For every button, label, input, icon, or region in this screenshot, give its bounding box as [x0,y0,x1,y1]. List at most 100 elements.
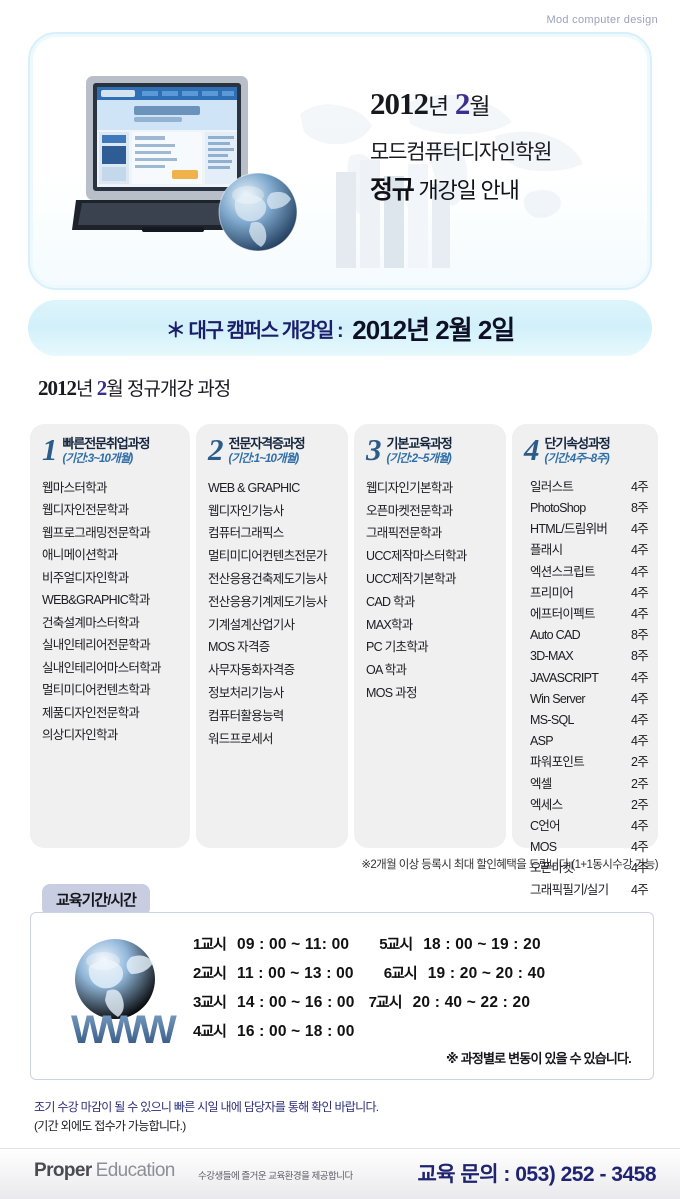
column-header: 2 전문자격증과정 (기간:1~10개월) [208,432,338,467]
list-item[interactable]: UCC제작마스터학과 [366,549,467,564]
list-item[interactable]: 웹프로그래밍전문학과 [42,525,151,540]
list-item[interactable]: OA 학과 [366,663,407,678]
list-item[interactable]: Auto CAD 8주 [524,625,649,646]
course-column-2: 2 전문자격증과정 (기간:1~10개월) WEB & GRAPHIC 웹디자인… [196,424,348,848]
list-item[interactable]: 오픈마켓 4주 [524,858,649,879]
campus-banner-label: ＊ 대구 캠퍼스 개강일 : [165,319,344,342]
list-item[interactable]: 기계설계산업기사 [208,617,295,632]
edu-row: 4교시 16 : 00 ~ 18 : 00 [193,1020,545,1041]
list-item[interactable]: HTML/드림위버 4주 [524,519,649,540]
course-name: HTML/드림위버 [530,522,608,537]
list-item[interactable]: 실내인테리어마스터학과 [42,660,162,675]
column-number: 2 [208,432,224,467]
course-weeks: 4주 [630,840,649,855]
period-label: 5교시 [379,936,413,953]
list-item[interactable]: 일러스트 4주 [524,477,649,498]
period-time: 14 : 00 ~ 16 : 00 [237,994,355,1011]
list-item[interactable]: CAD 학과 [366,594,415,609]
period-time: 20 : 40 ~ 22 : 20 [412,994,531,1011]
list-item[interactable]: 그래픽필기/실기 4주 [524,880,649,901]
list-item[interactable]: 의상디자인학과 [42,728,118,743]
list-item[interactable]: 멀티미디어컨텐츠학과 [42,683,151,698]
list-item[interactable]: 비주얼디자인학과 [42,570,129,585]
edu-row: 1교시 09 : 00 ~ 11: 00 5교시 18 : 00 ~ 19 : 20 [193,933,545,954]
list-item[interactable]: PC 기초학과 [366,640,429,655]
list-item[interactable]: JAVASCRIPT 4주 [524,668,649,689]
column-period: (기간:3~10개월) [62,452,134,465]
list-item[interactable]: 웹디자인기본학과 [366,480,453,495]
column-period: (기간:1~10개월) [228,452,300,465]
edu-period-rows: 1교시 09 : 00 ~ 11: 00 5교시 18 : 00 ~ 19 : 20… [193,933,545,1049]
footer-notice-line2: (기간 외에도 접수가 가능합니다.) [34,1119,186,1133]
list-item[interactable]: 워드프로세서 [208,731,274,746]
column-title: 기본교육과정 [386,436,453,451]
course-weeks: 4주 [630,691,649,706]
course-name: 3D-MAX [530,649,574,664]
list-item[interactable]: 컴퓨터그래픽스 [208,526,284,541]
course-weeks: 4주 [630,564,649,579]
course-weeks: 8주 [630,500,649,515]
list-item[interactable]: WEB & GRAPHIC [208,480,300,495]
course-name: 프리미어 [530,585,574,600]
list-item[interactable]: ASP 4주 [524,731,649,752]
list-item[interactable]: 전산응용기계제도기능사 [208,594,328,609]
course-column-3: 3 기본교육과정 (기간:2~5개월) 웹디자인기본학과 오픈마켓전문학과 그래… [354,424,506,848]
list-item[interactable]: 파워포인트 2주 [524,752,649,773]
edu-period-note: ※ 과정별로 변동이 있을 수 있습니다. [446,1051,632,1066]
list-item[interactable]: MOS 자격증 [208,640,270,655]
list-item[interactable]: Win Server 4주 [524,689,649,710]
list-item[interactable]: 멀티미디어컨텐츠전문가 [208,549,328,564]
list-item[interactable]: 사무자동화자격증 [208,663,295,678]
course-name: 에프터이펙트 [530,606,596,621]
contact-telephone[interactable]: 교육 문의 : 053) 252 - 3458 [417,1163,656,1186]
period-time: 09 : 00 ~ 11: 00 [237,936,350,953]
brand-line: Mod computer design [546,14,658,26]
list-item[interactable]: MOS 4주 [524,837,649,858]
course-weeks: 2주 [630,755,649,770]
period-time: 11 : 00 ~ 13 : 00 [237,965,354,982]
list-item[interactable]: 프리미어 4주 [524,583,649,604]
list-item[interactable]: 실내인테리어전문학과 [42,638,151,653]
list-item[interactable]: 오픈마켓전문학과 [366,503,453,518]
list-item[interactable]: MS-SQL 4주 [524,710,649,731]
list-item[interactable]: MOS 과정 [366,685,417,700]
list-item[interactable]: 에프터이펙트 4주 [524,604,649,625]
list-item[interactable]: 플래시 4주 [524,540,649,561]
list-item[interactable]: 엑션스크립트 4주 [524,562,649,583]
list-item[interactable]: C언어 4주 [524,816,649,837]
hero-month: 2 [454,86,470,121]
list-item[interactable]: 웹디자인기능사 [208,503,284,518]
list-item[interactable]: UCC제작기본학과 [366,571,456,586]
course-name: 그래픽필기/실기 [530,882,609,897]
list-item[interactable]: 건축설계마스터학과 [42,615,140,630]
list-item[interactable]: MAX학과 [366,617,413,632]
logo-light-text: Education [95,1160,176,1181]
subtitle-month: 2 [96,376,107,400]
column-header: 3 기본교육과정 (기간:2~5개월) [366,432,496,467]
list-item[interactable]: 웹디자인전문학과 [42,503,129,518]
list-item[interactable]: 엑세스 2주 [524,795,649,816]
period-label: 7교시 [368,994,403,1011]
course-column-1: 1 빠른전문취업과정 (기간:3~10개월) 웹마스터학과 웹디자인전문학과 웹… [30,424,190,848]
list-item[interactable]: 그래픽전문학과 [366,526,442,541]
list-item[interactable]: 엑셀 2주 [524,774,649,795]
list-item[interactable]: 전산응용건축제도기능사 [208,571,328,586]
list-item[interactable]: PhotoShop 8주 [524,498,649,519]
list-item[interactable]: 애니메이션학과 [42,548,118,563]
list-item[interactable]: WEB&GRAPHIC학과 [42,593,150,608]
logo-bold-text: Proper [34,1160,92,1181]
list-item[interactable]: 정보처리기능사 [208,685,284,700]
course-name: 엑셀 [530,776,552,791]
list-item[interactable]: 컴퓨터활용능력 [208,708,284,723]
course-list-2: WEB & GRAPHIC 웹디자인기능사 컴퓨터그래픽스 멀티미디어컨텐츠전문… [208,477,338,751]
list-item[interactable]: 3D-MAX 8주 [524,646,649,667]
column-number: 3 [366,432,382,467]
course-weeks: 4주 [630,712,649,727]
course-name: 엑션스크립트 [530,564,596,579]
column-period: (기간:4주~8주) [544,452,610,465]
course-name: Win Server [530,691,586,706]
course-name: 오픈마켓 [530,861,574,876]
list-item[interactable]: 웹마스터학과 [42,480,108,495]
course-name: 파워포인트 [530,755,585,770]
list-item[interactable]: 제품디자인전문학과 [42,705,140,720]
